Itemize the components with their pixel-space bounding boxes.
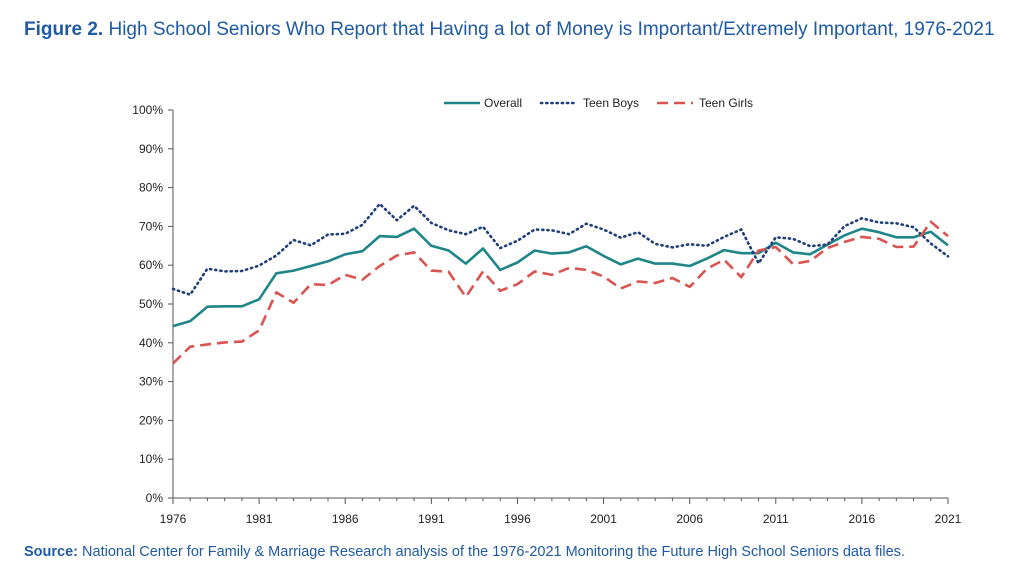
x-tick-label: 1986 [332,512,359,526]
legend-label: Teen Boys [583,96,639,110]
x-tick-label: 2016 [849,512,876,526]
legend-label: Overall [484,96,522,110]
x-tick-label: 1981 [246,512,273,526]
y-tick-label: 50% [139,297,163,311]
y-tick-label: 90% [139,142,163,156]
source-label: Source: [24,544,78,560]
y-tick-label: 20% [139,413,163,427]
series-line-teen-girls [172,220,949,365]
y-tick-label: 60% [139,258,163,272]
x-tick-label: 2021 [935,512,962,526]
x-tick-label: 1996 [504,512,531,526]
series-layer [171,202,950,365]
series-line-teen-boys [171,202,950,297]
x-tick-label: 2011 [763,512,789,526]
y-tick-label: 10% [139,452,163,466]
figure-title-text: High School Seniors Who Report that Havi… [108,19,995,40]
x-axis: 1976 1981 1986 1991 1996 2001 2006 2011 2016 2021 [160,497,962,526]
x-tick-label: 2001 [590,512,617,526]
figure-title: Figure 2. High School Seniors Who Report… [24,18,1014,41]
x-tick-label: 2006 [676,512,703,526]
source-note: Source: National Center for Family & Mar… [24,543,1024,561]
y-tick-label: 30% [139,375,163,389]
figure-label: Figure 2. [24,19,104,40]
legend: Overall Teen Boys Teen Girls [444,96,753,110]
series-line-overall [172,227,949,328]
y-tick-label: 80% [139,181,163,195]
source-text: National Center for Family & Marriage Re… [82,544,905,560]
y-axis: 0% 10% 20% 30% 40% 50% 60% 70% 80% 90% 100% [132,103,174,505]
y-tick-label: 100% [132,103,163,117]
y-tick-label: 0% [146,491,164,505]
y-tick-label: 70% [139,219,163,233]
x-tick-label: 1991 [418,512,445,526]
x-tick-label: 1976 [160,512,187,526]
y-tick-label: 40% [139,336,163,350]
legend-label: Teen Girls [699,96,753,110]
